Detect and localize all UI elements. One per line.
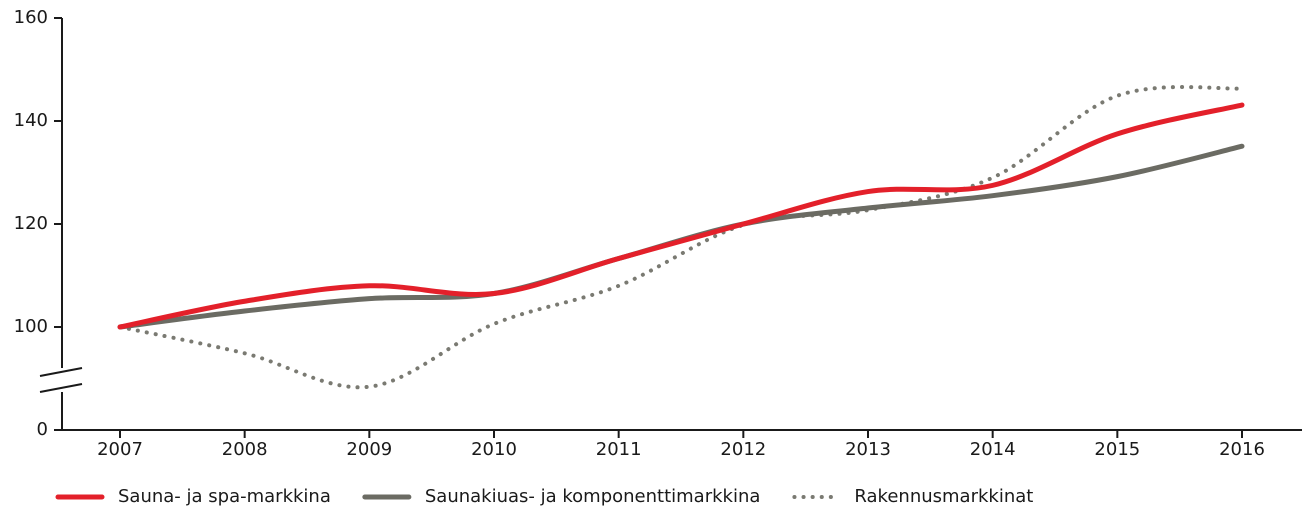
legend-label: Saunakiuas- ja komponenttimarkkina xyxy=(425,486,761,507)
y-tick-label: 120 xyxy=(14,213,48,234)
legend-label: Sauna- ja spa-markkina xyxy=(118,486,331,507)
y-tick-label: 100 xyxy=(14,316,48,337)
x-tick-label: 2012 xyxy=(720,439,766,460)
break-mark xyxy=(39,383,83,393)
x-tick-label: 2014 xyxy=(970,439,1016,460)
break-mark xyxy=(39,367,83,377)
x-tick-label: 2008 xyxy=(222,439,268,460)
axis-break xyxy=(39,367,83,393)
x-tick-label: 2009 xyxy=(346,439,392,460)
x-tick-label: 2007 xyxy=(97,439,143,460)
x-tick-label: 2015 xyxy=(1094,439,1140,460)
y-tick-label: 140 xyxy=(14,110,48,131)
y-tick-label: 0 xyxy=(37,419,48,440)
line-series xyxy=(118,85,1244,390)
line-series xyxy=(117,102,1245,330)
y-tick-label: 160 xyxy=(14,7,48,28)
x-tick-label: 2011 xyxy=(596,439,642,460)
x-tick-label: 2013 xyxy=(845,439,891,460)
x-tick-label: 2010 xyxy=(471,439,517,460)
legend-label: Rakennusmarkkinat xyxy=(854,486,1033,507)
x-tick-label: 2016 xyxy=(1219,439,1265,460)
line-series xyxy=(117,143,1245,330)
